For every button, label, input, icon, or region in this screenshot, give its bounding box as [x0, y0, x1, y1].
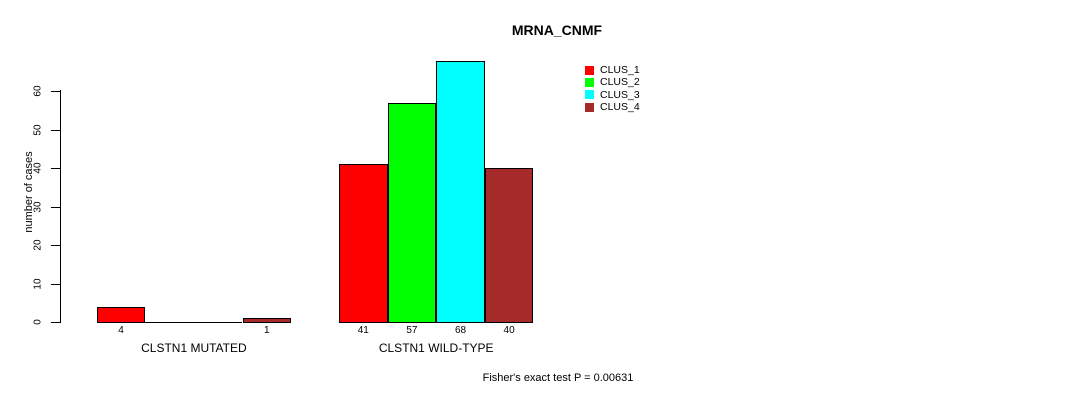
y-axis-tick-label: 40: [32, 162, 44, 174]
fisher-test-annotation: Fisher's exact test P = 0.00631: [482, 372, 634, 384]
bar-clus_1: [339, 164, 388, 323]
legend: CLUS_1 CLUS_2 CLUS_3 CLUS_4: [585, 64, 640, 113]
y-axis-tick-label: 30: [32, 201, 44, 213]
bar-clus_2: [145, 322, 194, 323]
chart-title: MRNA_CNMF: [511, 22, 603, 38]
bar-value-label: 4: [118, 325, 124, 336]
bar-clus_4: [242, 318, 292, 323]
y-axis-tick-label: 0: [32, 319, 44, 325]
y-axis-tick: [51, 168, 60, 169]
bar-clus_3: [193, 322, 243, 323]
legend-item: CLUS_3: [585, 89, 640, 101]
legend-label: CLUS_4: [600, 101, 640, 114]
y-axis-tick: [51, 245, 60, 246]
legend-label: CLUS_1: [600, 64, 640, 77]
legend-swatch-clus_4: [585, 102, 594, 112]
legend-item: CLUS_4: [585, 101, 640, 113]
legend-item: CLUS_2: [585, 76, 640, 88]
y-axis-tick: [51, 284, 60, 285]
bar-clus_4: [484, 168, 534, 323]
x-axis-group-label: CLSTN1 MUTATED: [141, 341, 247, 355]
y-axis-tick: [51, 322, 60, 323]
bar-clus_3: [436, 61, 485, 323]
bar-value-label: 68: [454, 325, 467, 336]
bar-value-label: 1: [264, 325, 270, 336]
x-axis-group-label: CLSTN1 WILD-TYPE: [378, 341, 494, 355]
bar-value-label: 40: [503, 325, 515, 336]
y-axis-tick-label: 60: [32, 85, 44, 97]
bar-clus_2: [387, 103, 437, 323]
y-axis-tick: [51, 207, 60, 208]
y-axis-line: [60, 90, 61, 323]
bar-value-label: 57: [406, 325, 418, 336]
legend-swatch-clus_1: [585, 65, 594, 75]
y-axis-tick-label: 50: [32, 124, 44, 136]
legend-label: CLUS_2: [600, 76, 640, 89]
bar-clus_1: [96, 307, 146, 323]
y-axis-tick: [51, 130, 60, 131]
y-axis-tick: [51, 91, 60, 92]
legend-item: CLUS_1: [585, 64, 640, 76]
y-axis-tick-label: 10: [32, 278, 44, 290]
legend-label: CLUS_3: [600, 88, 640, 101]
y-axis-tick-label: 20: [32, 239, 44, 251]
bar-value-label: 41: [357, 325, 369, 336]
legend-swatch-clus_3: [585, 90, 594, 100]
legend-swatch-clus_2: [585, 77, 594, 87]
